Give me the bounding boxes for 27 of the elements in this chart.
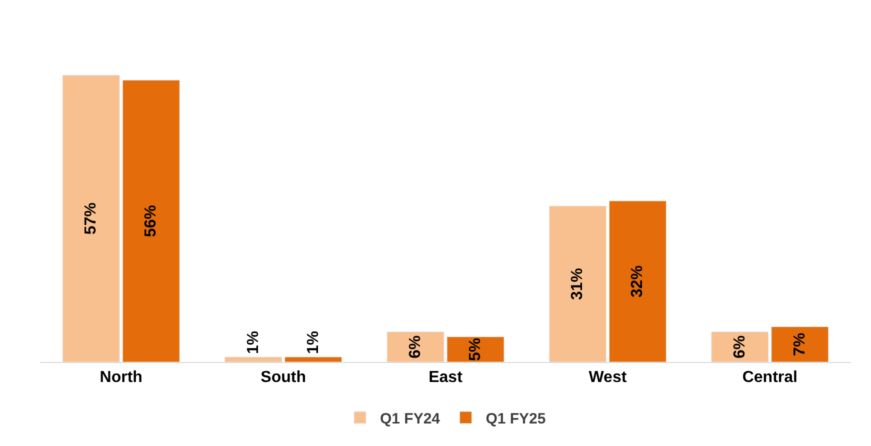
data-label: 6% [406,335,424,358]
x-tick-label: South [260,369,306,386]
bar [224,356,282,362]
data-label: 6% [731,335,748,358]
data-label: 32% [629,265,646,298]
bar [548,206,606,362]
data-label: 1% [304,330,322,354]
bar [284,356,342,362]
data-label: 7% [791,332,808,356]
data-label: 57% [82,202,100,235]
bar [446,336,504,362]
data-label: 5% [467,338,484,361]
bar [386,332,444,362]
legend-label: Q1 FY25 [486,410,546,428]
x-tick-label: West [588,369,628,386]
x-tick-label: Central [742,369,798,386]
data-label: 1% [244,330,262,354]
x-tick-label: North [100,369,142,386]
bar [771,326,829,362]
x-tick-label: East [428,369,464,386]
bar [62,74,120,362]
bar [711,332,769,362]
data-label: 56% [142,205,160,238]
data-label: 31% [569,268,586,300]
bar [608,200,666,362]
bar [122,80,180,362]
legend-label: Q1 FY24 [380,410,441,428]
